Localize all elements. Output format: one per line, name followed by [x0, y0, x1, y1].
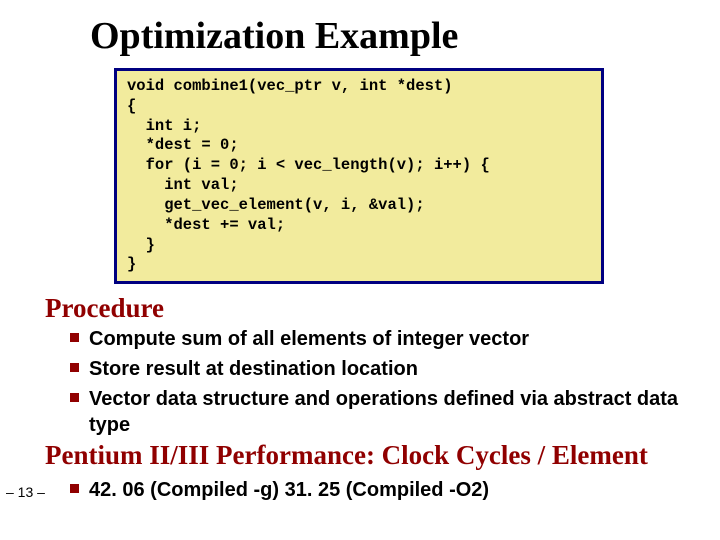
bullet-square-icon — [70, 363, 79, 372]
bullet-text: Store result at destination location — [89, 356, 418, 382]
bullet-item: 42. 06 (Compiled -g) 31. 25 (Compiled -O… — [70, 477, 690, 503]
bullet-item: Compute sum of all elements of integer v… — [70, 326, 690, 352]
bullet-item: Store result at destination location — [70, 356, 690, 382]
slide-title: Optimization Example — [90, 14, 458, 58]
bullet-square-icon — [70, 484, 79, 493]
bullet-item: Vector data structure and operations def… — [70, 386, 690, 438]
bullet-square-icon — [70, 393, 79, 402]
code-text: void combine1(vec_ptr v, int *dest) { in… — [127, 77, 591, 275]
slide: Optimization Example void combine1(vec_p… — [0, 0, 720, 540]
bullet-list-performance: 42. 06 (Compiled -g) 31. 25 (Compiled -O… — [70, 477, 690, 507]
bullet-text: 42. 06 (Compiled -g) 31. 25 (Compiled -O… — [89, 477, 489, 503]
section-heading-procedure: Procedure — [45, 293, 164, 324]
bullet-square-icon — [70, 333, 79, 342]
bullet-text: Vector data structure and operations def… — [89, 386, 690, 438]
bullet-list-procedure: Compute sum of all elements of integer v… — [70, 326, 690, 442]
section-heading-performance: Pentium II/III Performance: Clock Cycles… — [45, 440, 648, 471]
code-block: void combine1(vec_ptr v, int *dest) { in… — [114, 68, 604, 284]
bullet-text: Compute sum of all elements of integer v… — [89, 326, 529, 352]
page-number: – 13 – — [6, 484, 45, 500]
